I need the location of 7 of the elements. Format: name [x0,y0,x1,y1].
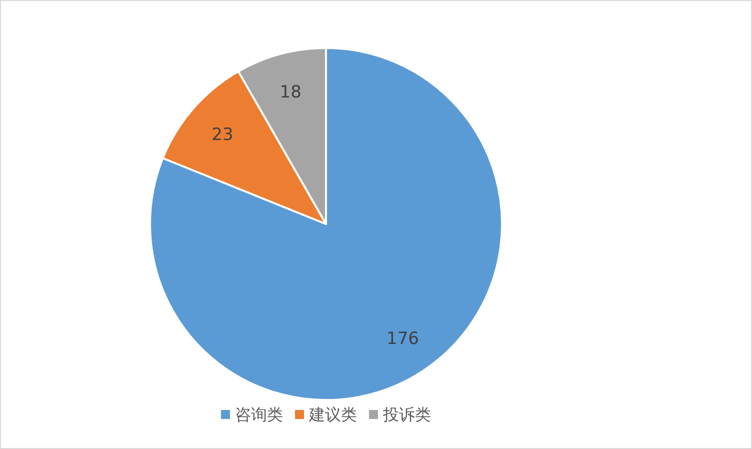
pie-slice [149,47,503,401]
legend-label: 咨询类 [235,405,283,424]
data-label: 18 [280,82,302,102]
data-label: 23 [212,124,234,145]
data-label: 176 [386,328,420,349]
legend-label: 建议类 [308,405,357,424]
legend-label: 投诉类 [382,405,431,424]
